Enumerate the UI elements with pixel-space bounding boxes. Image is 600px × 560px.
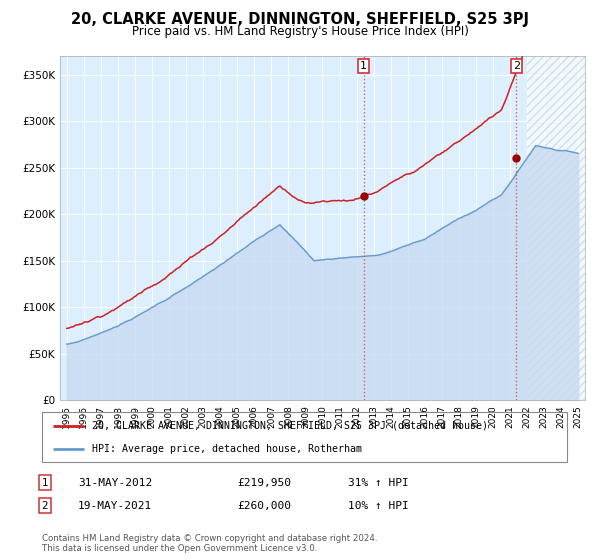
Bar — [527, 56, 585, 400]
Text: 20, CLARKE AVENUE, DINNINGTON, SHEFFIELD, S25 3PJ: 20, CLARKE AVENUE, DINNINGTON, SHEFFIELD… — [71, 12, 529, 27]
Text: HPI: Average price, detached house, Rotherham: HPI: Average price, detached house, Roth… — [92, 445, 362, 454]
Text: 1: 1 — [41, 478, 49, 488]
Text: 19-MAY-2021: 19-MAY-2021 — [78, 501, 152, 511]
Text: £219,950: £219,950 — [237, 478, 291, 488]
Text: 20, CLARKE AVENUE, DINNINGTON, SHEFFIELD, S25 3PJ (detached house): 20, CLARKE AVENUE, DINNINGTON, SHEFFIELD… — [92, 421, 488, 431]
Text: 31% ↑ HPI: 31% ↑ HPI — [348, 478, 409, 488]
Text: 10% ↑ HPI: 10% ↑ HPI — [348, 501, 409, 511]
Text: £260,000: £260,000 — [237, 501, 291, 511]
Text: 31-MAY-2012: 31-MAY-2012 — [78, 478, 152, 488]
Text: Contains HM Land Registry data © Crown copyright and database right 2024.
This d: Contains HM Land Registry data © Crown c… — [42, 534, 377, 553]
Text: 2: 2 — [513, 61, 520, 71]
Text: 2: 2 — [41, 501, 49, 511]
Text: Price paid vs. HM Land Registry's House Price Index (HPI): Price paid vs. HM Land Registry's House … — [131, 25, 469, 38]
Text: 1: 1 — [360, 61, 367, 71]
